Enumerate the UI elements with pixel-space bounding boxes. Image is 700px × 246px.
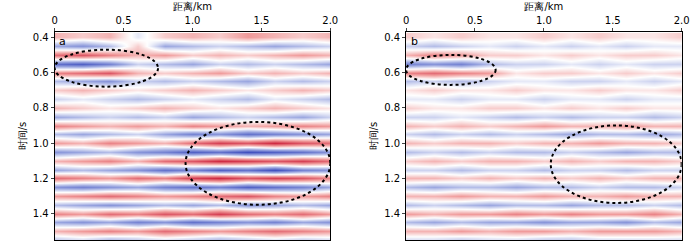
svg-text:1.0: 1.0 bbox=[384, 138, 400, 149]
svg-text:1.0: 1.0 bbox=[185, 15, 201, 26]
svg-text:0.6: 0.6 bbox=[33, 67, 49, 78]
svg-text:1.4: 1.4 bbox=[384, 208, 400, 219]
svg-text:1.2: 1.2 bbox=[33, 173, 49, 184]
svg-text:b: b bbox=[411, 35, 418, 48]
svg-text:0: 0 bbox=[403, 15, 409, 26]
svg-text:2.0: 2.0 bbox=[674, 15, 690, 26]
svg-text:0.5: 0.5 bbox=[467, 15, 483, 26]
svg-text:0.6: 0.6 bbox=[384, 67, 400, 78]
svg-text:1.0: 1.0 bbox=[33, 138, 49, 149]
svg-text:时间/s: 时间/s bbox=[368, 122, 379, 151]
svg-text:1.0: 1.0 bbox=[536, 15, 552, 26]
svg-text:0.4: 0.4 bbox=[384, 32, 400, 43]
svg-text:2.0: 2.0 bbox=[322, 15, 338, 26]
svg-text:a: a bbox=[59, 35, 66, 48]
svg-text:0.5: 0.5 bbox=[116, 15, 132, 26]
svg-text:1.4: 1.4 bbox=[33, 208, 49, 219]
svg-text:1.2: 1.2 bbox=[384, 173, 400, 184]
svg-text:距离/km: 距离/km bbox=[173, 1, 212, 12]
svg-text:0.4: 0.4 bbox=[33, 32, 49, 43]
svg-text:0: 0 bbox=[51, 15, 57, 26]
svg-text:0.8: 0.8 bbox=[384, 102, 400, 113]
svg-text:1.5: 1.5 bbox=[605, 15, 621, 26]
svg-text:0.8: 0.8 bbox=[33, 102, 49, 113]
svg-text:1.5: 1.5 bbox=[253, 15, 269, 26]
svg-text:时间/s: 时间/s bbox=[17, 122, 28, 151]
svg-text:距离/km: 距离/km bbox=[524, 1, 563, 12]
